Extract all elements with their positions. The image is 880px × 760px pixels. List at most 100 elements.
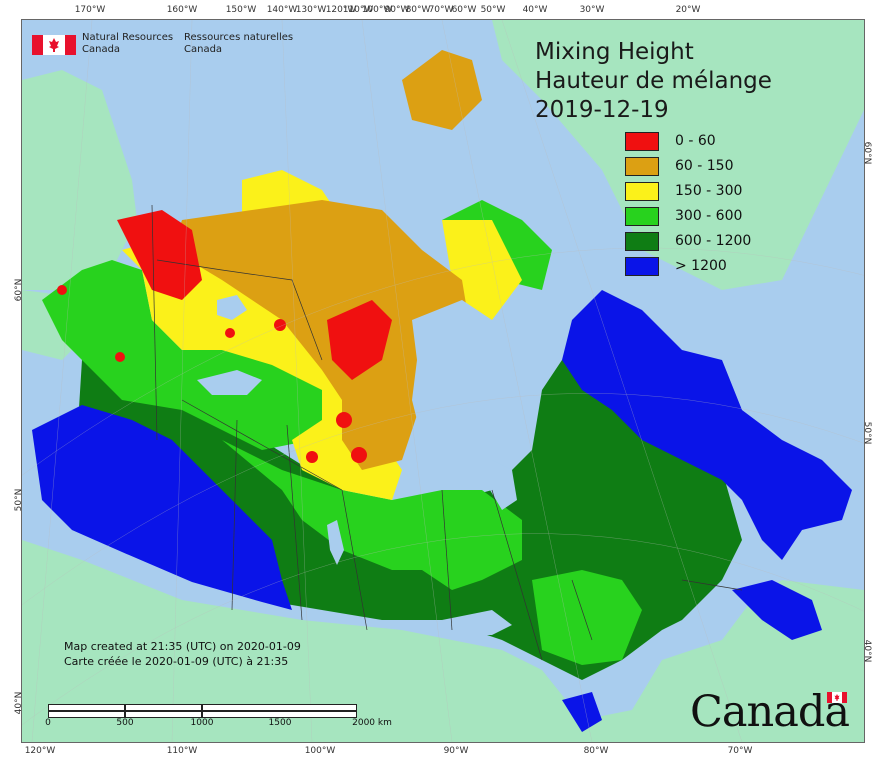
credit-fr: Carte créée le 2020-01-09 (UTC) à 21:35 [64, 655, 289, 668]
legend-label: > 1200 [675, 258, 727, 274]
legend-swatch [625, 182, 659, 201]
tick-bottom-4: 80°W [583, 746, 609, 756]
legend-item: 60 - 150 [625, 157, 765, 177]
scale-segment [48, 711, 125, 718]
graticule [22, 20, 864, 742]
provincial-borders [151, 204, 743, 661]
zone-60-150-main [172, 200, 472, 470]
tick-top-11: 60°W [451, 5, 477, 15]
legend-swatch [625, 232, 659, 251]
scale-bar: 0 500 1000 1500 2000 km [45, 704, 392, 738]
legend-item: > 1200 [625, 257, 765, 277]
agency-fr-line1: Ressources naturelles [184, 32, 294, 43]
tick-top-2: 150°W [225, 5, 257, 15]
tick-bottom-5: 70°W [727, 746, 753, 756]
great-bear-lake [217, 295, 247, 320]
canada-wordmark: Canada [690, 690, 850, 734]
zone-60-150-ellesmere [402, 50, 482, 130]
map-credits: Map created at 21:35 (UTC) on 2020-01-09… [64, 639, 301, 669]
tick-top-10: 70°W [428, 5, 454, 15]
zone-0-60-spot-3 [306, 451, 318, 463]
alaska-land [22, 70, 137, 290]
tick-right-1: 50°N [862, 421, 872, 445]
legend-swatch [625, 132, 659, 151]
scale-segment [202, 711, 357, 718]
tick-right-2: 40°N [862, 639, 872, 663]
tick-top-12: 50°W [480, 5, 506, 15]
legend-label: 600 - 1200 [675, 233, 752, 249]
tick-bottom-1: 110°W [166, 746, 198, 756]
scale-label: 500 [116, 718, 134, 728]
legend-label: 300 - 600 [675, 208, 743, 224]
scale-segment [202, 704, 357, 711]
agency-name-fr: Ressources naturelles Canada [184, 32, 314, 56]
scale-label: 1000 [190, 718, 214, 728]
tick-right-0: 60°N [862, 141, 872, 165]
legend-label: 60 - 150 [675, 158, 734, 174]
legend-item: 150 - 300 [625, 182, 765, 202]
tick-left-0: 60°N [14, 278, 24, 302]
zone-0-60-spot-6 [274, 319, 286, 331]
title-fr: Hauteur de mélange [535, 68, 772, 94]
credit-en: Map created at 21:35 (UTC) on 2020-01-09 [64, 640, 301, 653]
tick-top-0: 170°W [74, 5, 106, 15]
tick-bottom-0: 120°W [24, 746, 56, 756]
tick-top-15: 20°W [675, 5, 701, 15]
tick-top-5: 120°W [325, 5, 357, 15]
tick-left-1: 50°N [14, 488, 24, 512]
tick-top-14: 30°W [579, 5, 605, 15]
title-en: Mixing Height [535, 39, 694, 65]
legend-item: 300 - 600 [625, 207, 765, 227]
tick-bottom-2: 100°W [304, 746, 336, 756]
tick-top-8: 90°W [384, 5, 410, 15]
lake-winnipeg [327, 520, 344, 565]
zone-150-300-central [122, 230, 402, 500]
tick-bottom-3: 90°W [443, 746, 469, 756]
legend-swatch [625, 207, 659, 226]
tick-left-2: 40°N [14, 691, 24, 715]
agency-en-line2: Canada [82, 44, 121, 55]
hudson-bay [412, 300, 502, 470]
legend-label: 150 - 300 [675, 183, 743, 199]
zone-300-600-ontario [532, 570, 642, 665]
scale-segment [125, 711, 202, 718]
zone-0-60-hudson [327, 300, 392, 380]
zone-0-60-spot-4 [115, 352, 125, 362]
usa-land [22, 540, 864, 742]
legend-swatch [625, 157, 659, 176]
scale-label: 2000 km [352, 718, 392, 728]
tick-top-7: 100°W [361, 5, 393, 15]
lake-superior [442, 610, 512, 635]
legend-swatch [625, 257, 659, 276]
agency-fr-line2: Canada [184, 44, 223, 55]
scale-segment [125, 704, 202, 711]
tick-top-4: 130°W [295, 5, 327, 15]
zone-0-60-yukon [117, 210, 202, 300]
zone-gt1200-west [32, 405, 292, 610]
tick-top-9: 80°W [405, 5, 431, 15]
canada-wordmark-text: Canada [690, 687, 850, 737]
agency-en-line1: Natural Resources [82, 32, 174, 43]
zone-0-60-spot-5 [57, 285, 67, 295]
zone-gt1200-maritimes [732, 580, 822, 640]
map-frame [21, 19, 865, 743]
canada-flag-icon [32, 35, 76, 55]
scale-segment [48, 704, 125, 711]
james-bay [490, 460, 517, 510]
tick-top-1: 160°W [166, 5, 198, 15]
tick-top-3: 140°W [266, 5, 298, 15]
legend-item: 600 - 1200 [625, 232, 765, 252]
zone-0-60-spot-2 [351, 447, 367, 463]
zone-300-600-northwest [42, 260, 332, 450]
zone-300-600-central [222, 440, 522, 590]
scale-label: 0 [45, 718, 51, 728]
zone-gt1200-east [562, 290, 852, 560]
canada-flag-icon [827, 692, 847, 703]
iceland-land [812, 50, 864, 95]
map-title: Mixing Height Hauteur de mélange 2019-12… [535, 38, 772, 125]
legend-item: 0 - 60 [625, 132, 765, 152]
great-slave-lake [197, 370, 262, 395]
tick-top-13: 40°W [522, 5, 548, 15]
zone-gt1200-ontario-south [562, 692, 602, 732]
scale-label: 1500 [268, 718, 292, 728]
